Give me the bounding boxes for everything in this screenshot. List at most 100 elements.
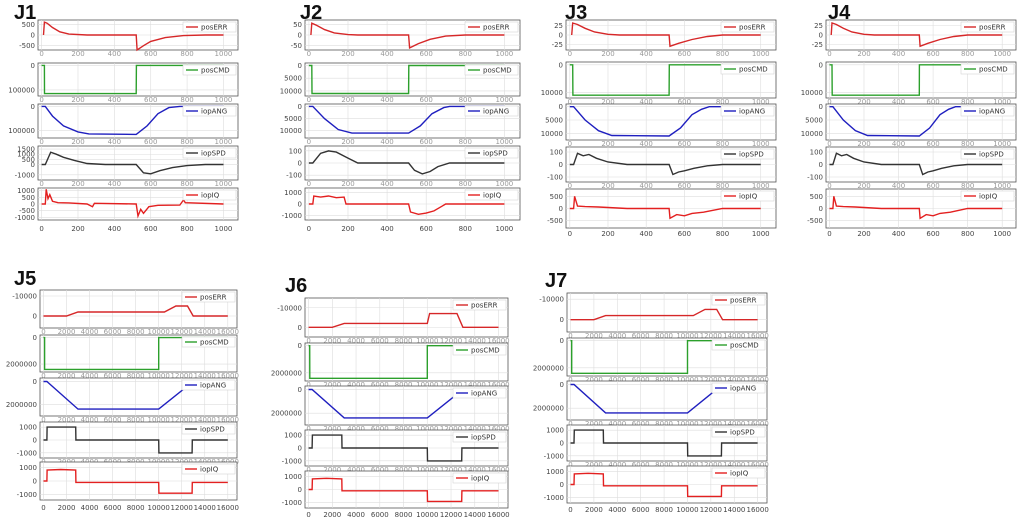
x-tick-label: 16000 [217, 504, 239, 512]
legend-label: posCMD [200, 339, 229, 347]
legend-label: iopANG [730, 385, 756, 393]
legend-box [711, 294, 766, 306]
x-tick-label: 800 [180, 180, 193, 188]
legend-box [464, 105, 519, 117]
x-tick-label: 800 [180, 50, 193, 58]
legend-box [711, 467, 766, 479]
x-tick-label: 14000 [194, 372, 216, 380]
y-tick-label: -100 [547, 174, 563, 182]
legend-label: iopIQ [979, 193, 998, 201]
y-tick-label: 1000 [284, 473, 302, 481]
x-tick-label: 14000 [194, 328, 216, 336]
y-tick-label: 1000 [284, 189, 302, 197]
y-tick-label: -1000 [282, 212, 302, 220]
x-tick-label: 600 [678, 98, 691, 106]
x-tick-label: 0 [568, 420, 572, 428]
legend-box [720, 148, 775, 160]
x-tick-label: 200 [341, 225, 354, 233]
y-tick-label: 0 [33, 478, 37, 486]
x-tick-label: 200 [857, 140, 870, 148]
x-tick-label: 4000 [608, 376, 626, 384]
y-tick-label: 100 [810, 149, 823, 157]
x-tick-label: 10000 [416, 511, 438, 517]
series-line-iopANG [829, 105, 1003, 137]
series-line-iopIQ [569, 196, 761, 220]
x-tick-label: 200 [857, 50, 870, 58]
x-tick-label: 600 [926, 140, 939, 148]
legend-box [182, 21, 237, 33]
x-tick-label: 200 [601, 230, 614, 238]
y-tick-label: 2000000 [271, 369, 302, 377]
series-line-posCMD [43, 336, 228, 371]
y-tick-label: 500 [550, 193, 563, 201]
legend-box [452, 431, 507, 443]
legend-box [720, 105, 775, 117]
x-tick-label: 10000 [416, 425, 438, 433]
series-line-posERR [571, 22, 761, 48]
y-tick-label: 0 [560, 440, 564, 448]
x-tick-label: 1000 [495, 96, 513, 104]
joint-label-j3: J3 [565, 2, 588, 24]
x-tick-label: 10000 [148, 328, 170, 336]
x-tick-label: 16000 [487, 466, 509, 474]
x-tick-label: 0 [307, 138, 311, 146]
legend-label: posERR [200, 294, 227, 302]
x-tick-label: 1000 [495, 180, 513, 188]
series-line-iopIQ [570, 472, 758, 498]
series-line-posCMD [569, 64, 761, 96]
y-tick-label: 0 [819, 205, 823, 213]
y-tick-label: 10000 [541, 130, 563, 138]
x-tick-label: 0 [307, 50, 311, 58]
x-tick-label: 200 [341, 180, 354, 188]
x-tick-label: 8000 [395, 337, 413, 345]
x-tick-label: 4000 [81, 504, 99, 512]
x-tick-label: 400 [892, 140, 905, 148]
x-tick-label: 2000 [58, 328, 76, 336]
legend-label: iopIQ [739, 193, 758, 201]
y-tick-label: 1000 [17, 151, 35, 159]
x-tick-label: 8000 [395, 425, 413, 433]
legend-box [960, 63, 1015, 75]
x-tick-label: 2000 [323, 511, 341, 517]
series-line-iopSPD [570, 429, 758, 457]
x-tick-label: 4000 [81, 416, 99, 424]
legend-box [464, 189, 519, 201]
legend-box [464, 21, 519, 33]
x-tick-label: 800 [459, 180, 472, 188]
y-tick-label: -1000 [544, 452, 564, 460]
x-tick-label: 0 [568, 332, 572, 340]
legend-label: iopSPD [201, 150, 226, 158]
panel-frame [825, 61, 1017, 99]
legend-box [181, 336, 236, 348]
x-tick-label: 6000 [632, 461, 650, 469]
x-tick-label: 0 [568, 376, 572, 384]
joint-label-j4: J4 [828, 2, 851, 24]
y-tick-label: -500 [19, 207, 35, 215]
x-tick-label: 16000 [487, 511, 509, 517]
legend-label: posERR [739, 24, 766, 32]
series-line-iopIQ [43, 468, 228, 494]
y-tick-label: 0 [298, 386, 302, 394]
y-tick-label: 2000000 [271, 410, 302, 418]
panel-posERR: -10000 0 posERR 0 2000 4000 6000 8000 10000 12000… [539, 292, 769, 340]
x-tick-label: 12000 [171, 372, 193, 380]
x-tick-label: 600 [144, 138, 157, 146]
series-line-iopSPD [308, 150, 505, 175]
panel-iopANG: 100000 0 iopANG 0 200 400 600 800 1000 [8, 103, 239, 146]
x-tick-label: 0 [39, 180, 43, 188]
y-tick-label: -10000 [277, 304, 302, 312]
x-tick-label: 12000 [171, 416, 193, 424]
y-tick-label: 0 [31, 201, 35, 209]
x-tick-label: 800 [716, 230, 729, 238]
panel-posCMD: 2000000 0 posCMD 0 2000 4000 6000 8000 10000 1200… [271, 342, 510, 389]
x-tick-label: 12000 [171, 504, 193, 512]
series-line-posCMD [829, 64, 1003, 96]
y-tick-label: 0 [559, 161, 563, 169]
x-tick-label: 2000 [585, 461, 603, 469]
panel-posERR: -10000 0 posERR 0 2000 4000 6000 8000 10000 12000… [12, 289, 239, 336]
x-tick-label: 1000 [215, 96, 233, 104]
x-tick-label: 1000 [993, 50, 1011, 58]
